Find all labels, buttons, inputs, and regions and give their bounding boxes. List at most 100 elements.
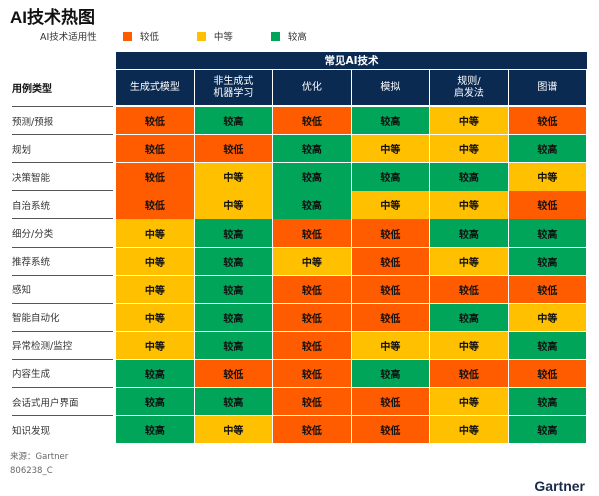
row-label: 智能自动化	[12, 313, 60, 325]
heatmap-cell: 较低	[273, 388, 351, 416]
heatmap-cell: 中等	[194, 191, 273, 219]
heatmap-cell: 较低	[508, 191, 587, 219]
source-note: 来源：Gartner	[10, 452, 69, 462]
row-header-title: 用例类型	[12, 84, 52, 95]
heatmap-cell: 中等	[194, 416, 273, 444]
row-label: 内容生成	[12, 369, 51, 381]
heatmap-cell: 较低	[116, 191, 194, 219]
column-header: 非生成式 机器学习	[194, 70, 273, 105]
heatmap-cell: 较低	[351, 275, 430, 303]
heatmap-cell: 较高	[351, 359, 430, 388]
heatmap-cell: 较低	[273, 359, 351, 388]
heatmap-cell: 中等	[273, 247, 351, 275]
column-group-header: 常见AI技术	[116, 52, 587, 69]
document-id: 806238_C	[10, 466, 53, 476]
heatmap-cell: 较高	[508, 331, 587, 360]
heatmap-cell: 较高	[351, 163, 430, 191]
heatmap-cell: 中等	[430, 388, 508, 416]
heatmap-cell: 较高	[430, 219, 508, 247]
heatmap-cell: 中等	[116, 275, 194, 303]
row-label: 细分/分类	[12, 228, 54, 240]
heatmap-cell: 较高	[430, 303, 508, 332]
row-divider	[12, 246, 113, 248]
heatmap-cell: 中等	[116, 219, 194, 247]
heatmap-cell: 较低	[194, 135, 273, 163]
legend: AI技术适用性 较低 中等 较高	[40, 29, 345, 43]
legend-swatch-medium	[196, 31, 206, 41]
heatmap-cell: 较低	[273, 303, 351, 332]
column-header: 图谱	[508, 70, 587, 105]
row-divider	[12, 218, 113, 220]
heatmap-cell: 中等	[430, 331, 508, 360]
heatmap-cell: 中等	[351, 191, 430, 219]
heatmap-cell: 较高	[194, 219, 273, 247]
heatmap-cell: 较高	[194, 107, 273, 135]
row-label: 会话式用户界面	[12, 397, 79, 409]
row-divider	[12, 106, 113, 107]
row-divider	[12, 358, 113, 360]
heatmap-cell: 较低	[508, 275, 587, 303]
heatmap-cell: 较低	[116, 163, 194, 191]
heatmap-cell: 较低	[273, 416, 351, 444]
heatmap-cell: 中等	[116, 331, 194, 360]
legend-label-medium: 中等	[213, 32, 233, 43]
heatmap-cell: 较高	[116, 359, 194, 388]
heatmap-cell: 较高	[194, 275, 273, 303]
row-label: 规划	[12, 144, 32, 156]
row-label: 异常检测/监控	[12, 341, 73, 353]
heatmap-cell: 较低	[508, 359, 587, 388]
legend-item-high: 较高	[270, 29, 307, 43]
legend-swatch-high	[270, 31, 280, 41]
row-label: 决策智能	[12, 172, 51, 184]
heatmap-cell: 较低	[351, 219, 430, 247]
heatmap-cell: 较低	[273, 219, 351, 247]
heatmap-cell: 较低	[351, 303, 430, 332]
column-header: 模拟	[351, 70, 430, 105]
row-label: 预测/预报	[12, 116, 54, 128]
legend-item-low: 较低	[122, 29, 159, 43]
heatmap-cell: 较高	[508, 247, 587, 275]
heatmap-cell: 较低	[116, 107, 194, 135]
heatmap-cell: 中等	[430, 135, 508, 163]
row-divider	[12, 415, 113, 417]
heatmap-cell: 较高	[508, 219, 587, 247]
column-header: 规则/ 启发法	[430, 70, 508, 105]
heatmap-cell: 较低	[194, 359, 273, 388]
heatmap-cell: 较低	[273, 107, 351, 135]
legend-label-low: 较低	[139, 32, 159, 43]
heatmap-cell: 较高	[273, 135, 351, 163]
heatmap-cell: 较低	[273, 331, 351, 360]
row-divider	[12, 302, 113, 304]
heatmap-cell: 较高	[273, 191, 351, 219]
heatmap-cell: 中等	[430, 107, 508, 135]
heatmap-cell: 较高	[194, 388, 273, 416]
heatmap-cell: 中等	[508, 163, 587, 191]
column-header: 生成式模型	[116, 70, 194, 105]
heatmap-cell: 较高	[194, 303, 273, 332]
gartner-logo: Gartner	[534, 478, 585, 494]
row-label: 知识发现	[12, 425, 51, 437]
heatmap-cell: 较高	[508, 388, 587, 416]
heatmap-cell: 较高	[508, 135, 587, 163]
heatmap-cell: 较高	[508, 416, 587, 444]
heatmap-cell: 中等	[351, 331, 430, 360]
heatmap-cell: 较高	[194, 331, 273, 360]
heatmap-cell: 较低	[116, 135, 194, 163]
heatmap-cell: 中等	[194, 163, 273, 191]
heatmap-cell: 中等	[430, 247, 508, 275]
row-label: 感知	[12, 285, 32, 297]
legend-title: AI技术适用性	[40, 32, 97, 43]
heatmap-cell: 较高	[351, 107, 430, 135]
legend-swatch-low	[122, 31, 132, 41]
heatmap-cell: 较低	[430, 275, 508, 303]
heatmap-cell: 较高	[116, 416, 194, 444]
heatmap-cell: 中等	[508, 303, 587, 332]
heatmap-cell: 较低	[430, 359, 508, 388]
heatmap-cell: 较低	[351, 388, 430, 416]
row-divider	[12, 190, 113, 192]
heatmap-cell: 较高	[430, 163, 508, 191]
chart-title: AI技术热图	[10, 8, 95, 27]
heatmap-cell: 中等	[116, 247, 194, 275]
row-divider	[12, 162, 113, 164]
legend-label-high: 较高	[287, 32, 307, 43]
